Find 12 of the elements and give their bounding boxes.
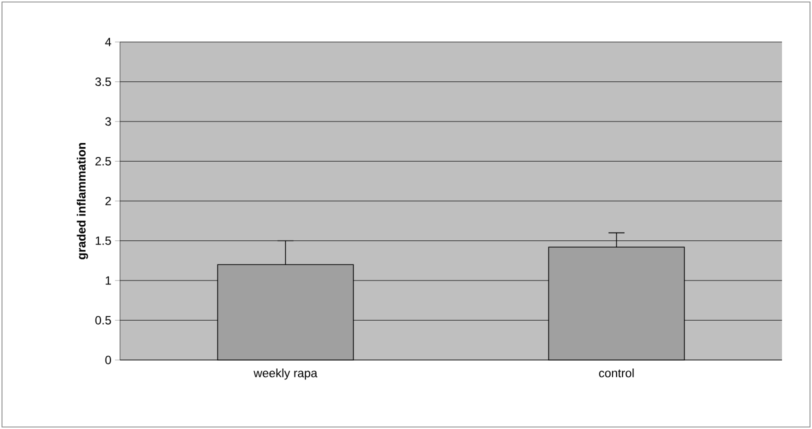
y-tick-label: 3 bbox=[105, 117, 111, 126]
x-tick-label: control bbox=[599, 368, 634, 378]
y-tick-label: 2.5 bbox=[95, 157, 111, 166]
y-tick-label: 4 bbox=[105, 38, 112, 46]
y-tick-label: 1.5 bbox=[96, 236, 111, 245]
y-axis-title: graded inflammation bbox=[76, 142, 88, 260]
y-tick-label: 0.5 bbox=[95, 316, 111, 324]
y-tick-label: 0 bbox=[105, 356, 112, 364]
y-tick-label: 1 bbox=[106, 276, 111, 285]
y-tick-label: 2 bbox=[105, 196, 111, 206]
x-tick-label: weekly rapa bbox=[254, 368, 318, 380]
y-tick-label: 3.5 bbox=[95, 78, 111, 86]
